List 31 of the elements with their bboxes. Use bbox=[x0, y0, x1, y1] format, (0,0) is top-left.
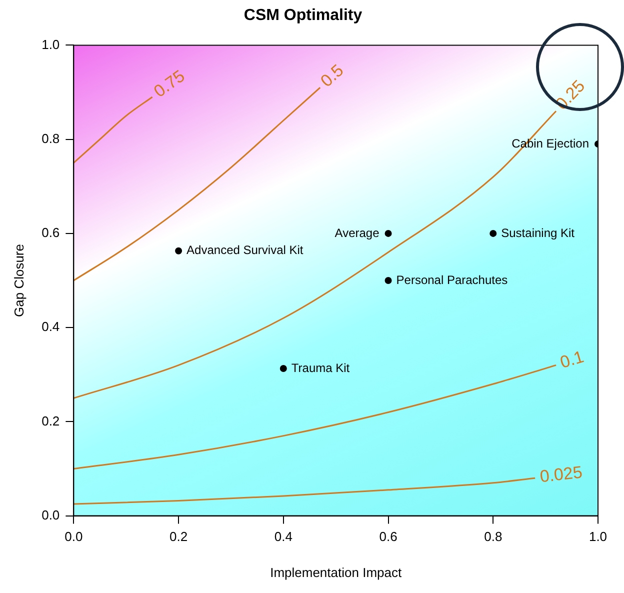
annotation: Trauma Kit bbox=[291, 360, 350, 375]
point bbox=[280, 365, 287, 372]
x-tick-label: 0.4 bbox=[274, 529, 292, 544]
text: 0.75 bbox=[150, 66, 188, 102]
point bbox=[175, 247, 182, 254]
chart-title: CSM Optimality bbox=[244, 7, 362, 24]
y-tick-label: 0.2 bbox=[42, 413, 60, 428]
y-tick-label: 0.8 bbox=[42, 130, 60, 146]
y-tick-label: 0.0 bbox=[42, 507, 60, 522]
annotation: Sustaining Kit bbox=[501, 226, 576, 240]
x-tick-label: 0.8 bbox=[484, 529, 502, 544]
annotation: Personal Parachutes bbox=[396, 272, 508, 287]
text: 0.1 bbox=[558, 347, 586, 372]
point bbox=[384, 277, 392, 284]
text: 0.5 bbox=[316, 60, 348, 91]
point bbox=[490, 230, 497, 237]
x-tick-label: 1.0 bbox=[588, 529, 608, 544]
y-tick-label: 0.4 bbox=[42, 319, 60, 334]
line-series bbox=[74, 477, 536, 505]
line-series bbox=[74, 96, 154, 164]
annotation: Advanced Survival Kit bbox=[186, 243, 304, 258]
text: 0.025 bbox=[538, 462, 584, 486]
y-axis-title: Gap Closure bbox=[11, 244, 26, 317]
point bbox=[384, 230, 392, 237]
y-tick-label: 1.0 bbox=[42, 36, 60, 52]
annotation: Average bbox=[334, 226, 380, 240]
x-tick-label: 0.0 bbox=[64, 529, 83, 544]
y-tick-label: 0.6 bbox=[42, 225, 60, 240]
x-axis-title: Implementation Impact bbox=[270, 564, 402, 580]
x-tick-label: 0.6 bbox=[379, 529, 398, 544]
x-tick-label: 0.2 bbox=[170, 529, 188, 544]
